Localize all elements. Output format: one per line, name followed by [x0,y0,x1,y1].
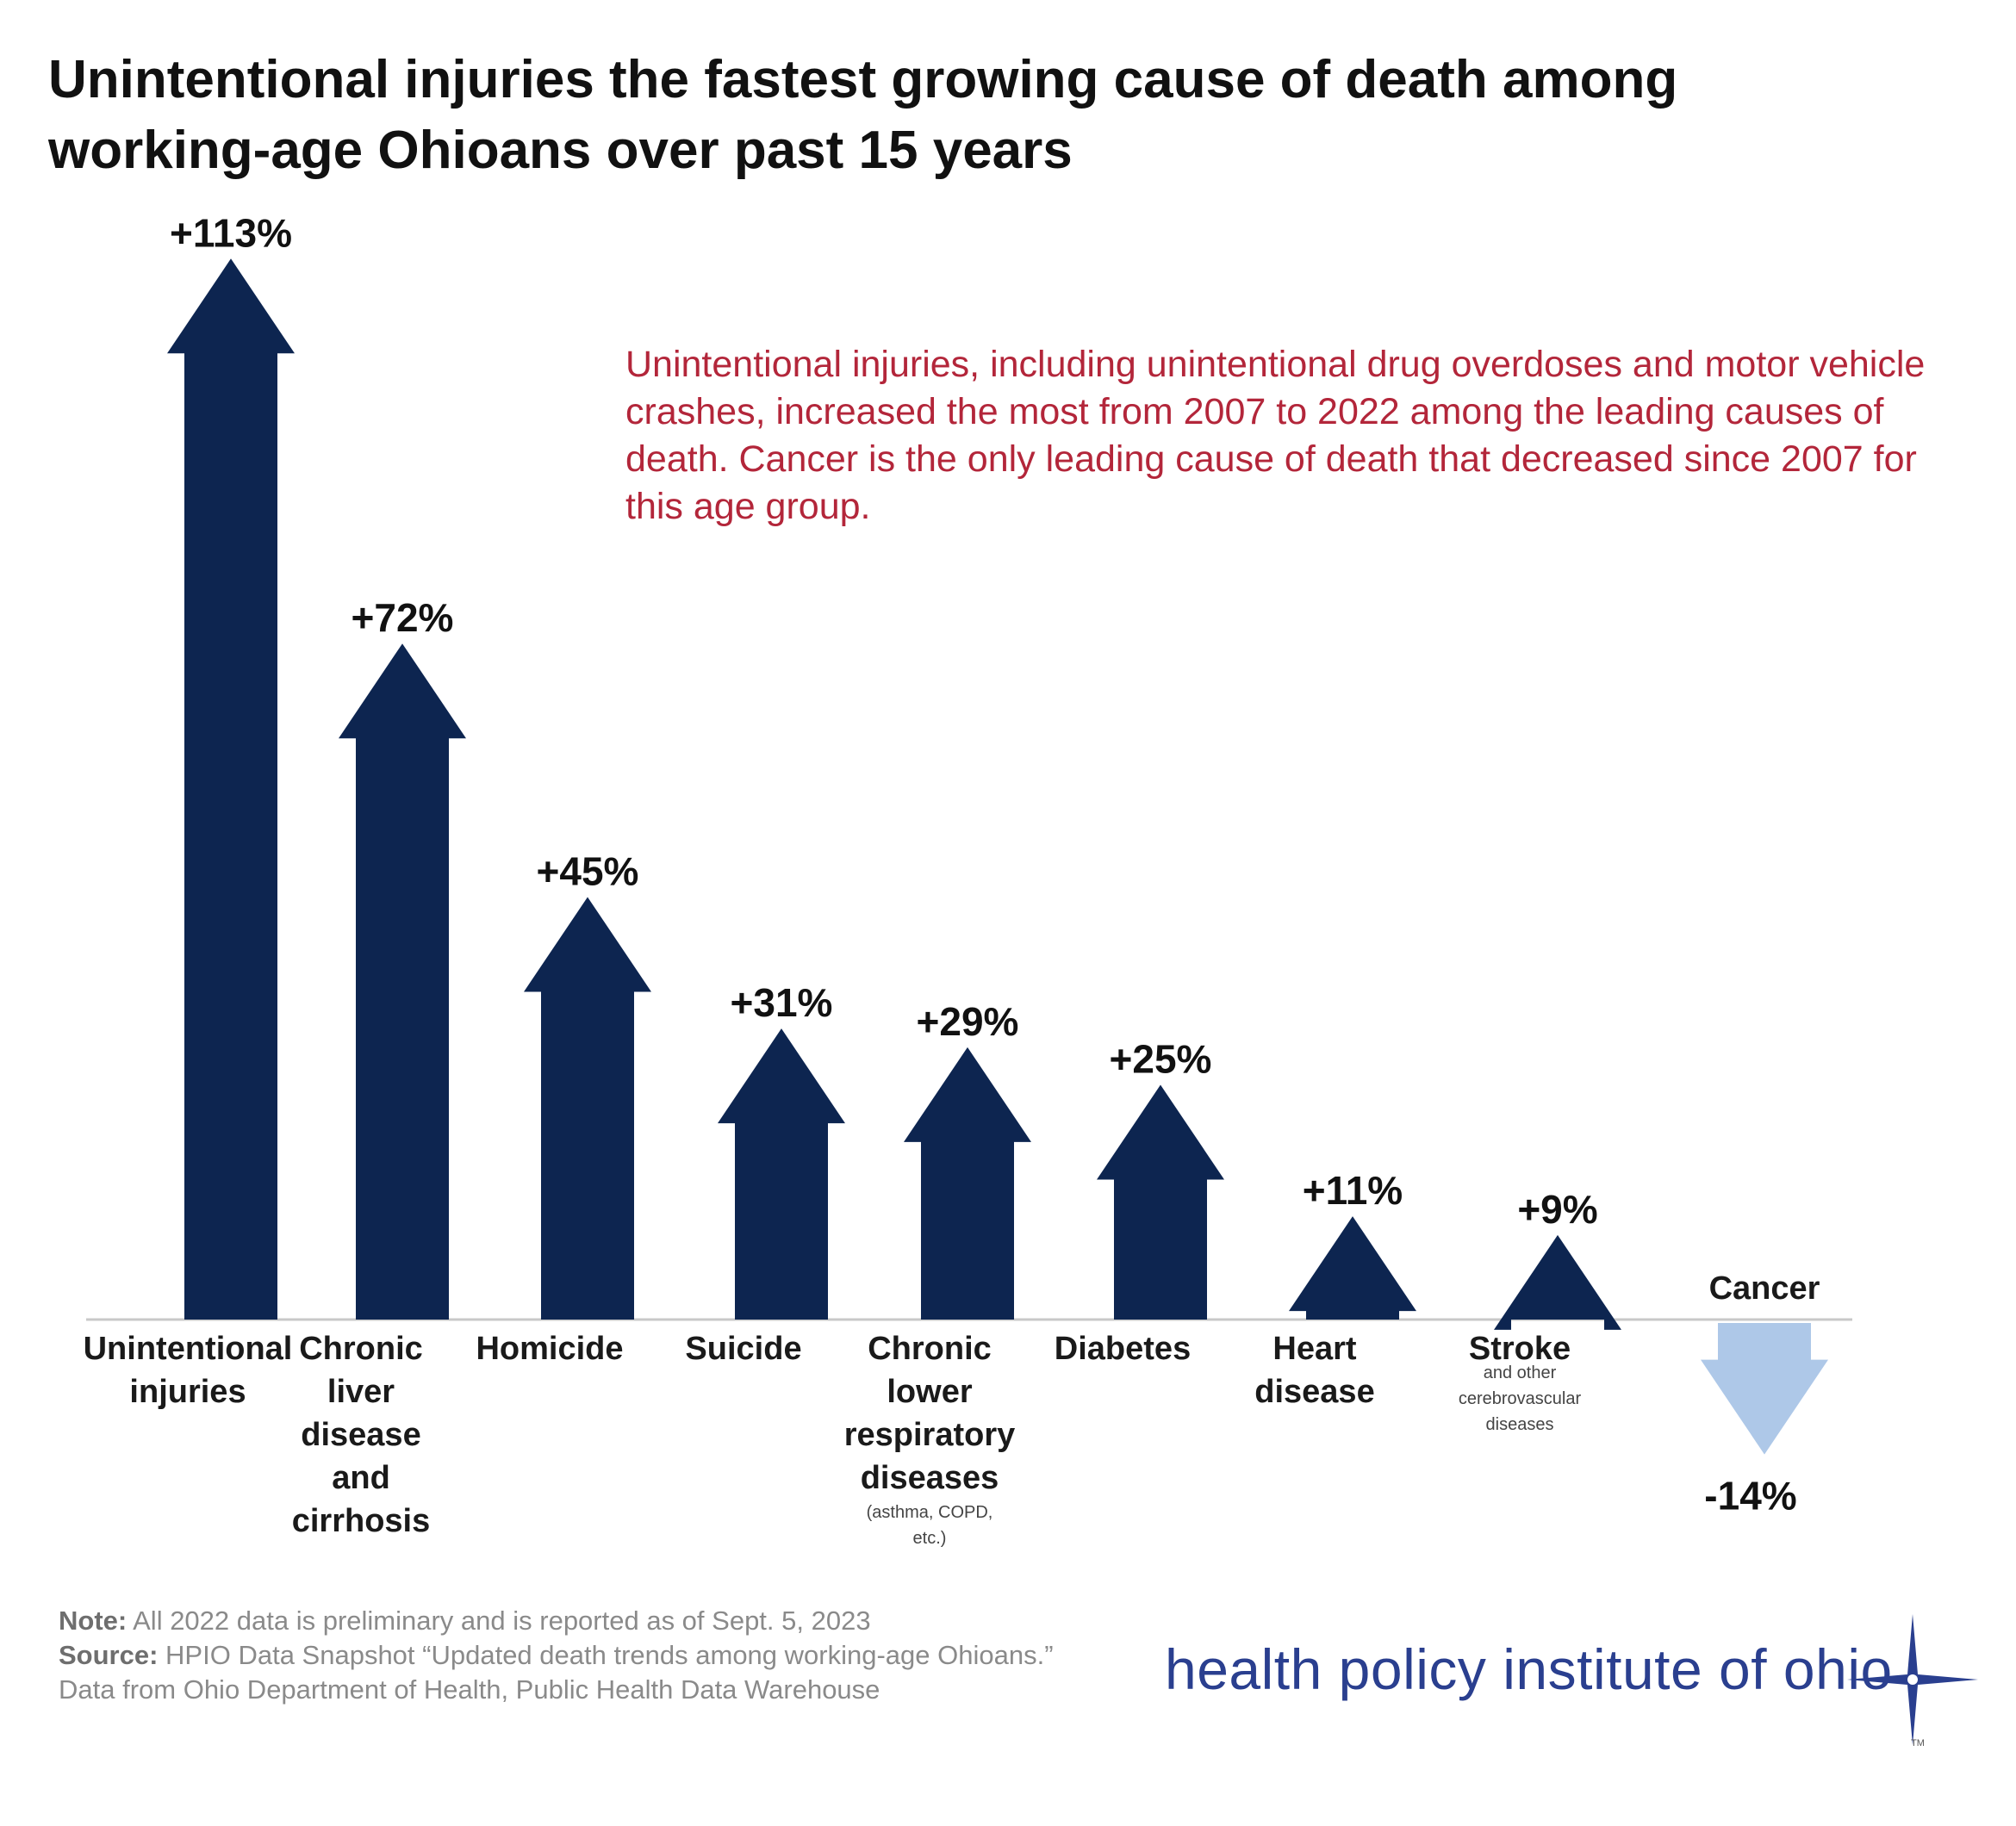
star-logo-icon [1847,1614,1978,1745]
category-label-7-line-1: Heart [1272,1331,1356,1367]
arrow-bar-4 [718,1028,845,1320]
category-label-5-line-2: lower [887,1374,972,1410]
hpio-logo-text: health policy institute of ohio [1165,1637,1893,1701]
arrow-bar-2 [339,643,466,1320]
footnote-note: Note: All 2022 data is preliminary and i… [59,1604,1092,1638]
category-sublabel-8-line-2: cerebrovascular [1459,1389,1582,1408]
category-label-5-line-4: diseases [861,1460,999,1496]
category-sublabel-5-line-2: etc.) [913,1529,947,1548]
note-text: All 2022 data is preliminary and is repo… [133,1606,871,1636]
category-sublabel-8-line-3: diseases [1486,1415,1554,1434]
category-label-1-line-2: injuries [129,1374,246,1410]
value-label-6: +25% [1110,1037,1212,1082]
value-label-5: +29% [917,999,1019,1044]
trademark-mark: TM [1911,1738,1925,1748]
category-label-2-line-2: liver [327,1374,395,1410]
arrow-bar-9 [1701,1323,1828,1455]
source-text: HPIO Data Snapshot “Updated death trends… [59,1640,1054,1705]
value-label-8: +9% [1517,1187,1597,1232]
note-label: Note: [59,1606,128,1636]
value-label-3: +45% [537,849,639,894]
category-label-6-line-1: Diabetes [1055,1331,1191,1367]
arrow-bar-6 [1097,1084,1224,1320]
category-label-2-line-4: and [332,1460,390,1496]
source-label: Source: [59,1640,159,1670]
chart-annotation: Unintentional injuries, including uninte… [625,344,1926,527]
arrow-bar-3 [524,897,651,1320]
category-label-7-line-2: disease [1254,1374,1374,1410]
category-label-9-line-1: Cancer [1709,1270,1820,1307]
category-sublabel-8-line-1: and other [1484,1363,1557,1382]
value-label-7: +11% [1303,1168,1403,1213]
category-label-2-line-3: disease [301,1417,420,1453]
chart-title: Unintentional injuries the fastest growi… [48,50,1678,180]
arrow-bar-8 [1494,1234,1621,1330]
value-label-9: -14% [1704,1474,1796,1519]
value-label-2: +72% [352,595,454,640]
category-label-3-line-1: Homicide [476,1331,623,1367]
value-label-1: +113% [170,210,292,255]
category-sublabel-5-line-1: (asthma, COPD, [867,1503,993,1522]
arrow-bar-7 [1289,1216,1416,1320]
category-label-5-line-3: respiratory [844,1417,1016,1453]
arrow-bar-1 [167,258,295,1320]
category-label-4-line-1: Suicide [685,1331,801,1367]
category-label-2-line-5: cirrhosis [292,1503,431,1539]
value-label-4: +31% [731,980,833,1025]
category-label-1-line-1: Unintentional [84,1331,293,1367]
category-label-2-line-1: Chronic [299,1331,423,1367]
category-label-8-line-1: Stroke [1469,1331,1571,1367]
arrow-bar-5 [904,1047,1031,1320]
category-label-5-line-1: Chronic [868,1331,992,1367]
footnote-source: Source: HPIO Data Snapshot “Updated deat… [59,1638,1092,1707]
